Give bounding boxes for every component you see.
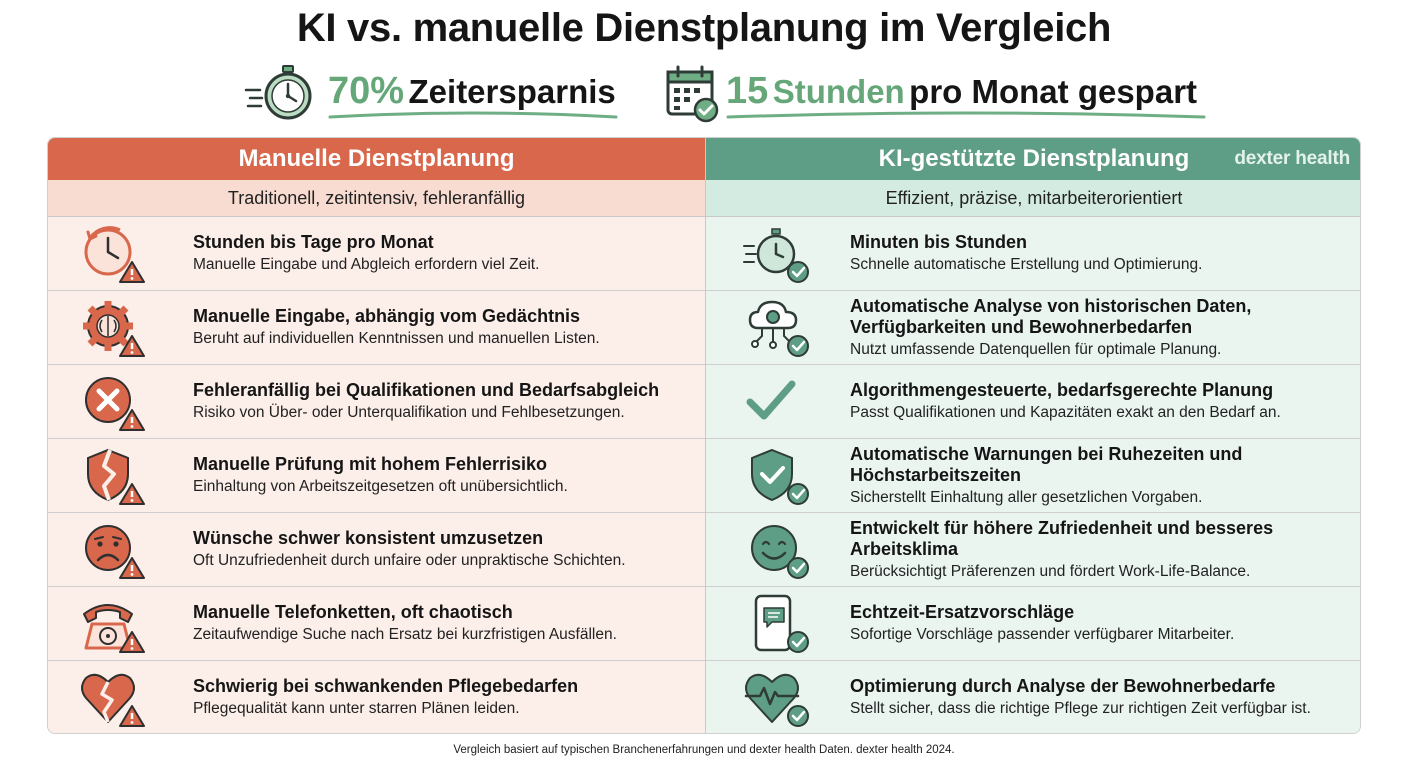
ai-subtitle: Effizient, präzise, mitarbeiterorientier… [706,180,1360,217]
manual-column: Manuelle Dienstplanung Traditionell, zei… [48,138,705,733]
row-title: Minuten bis Stunden [850,232,1027,252]
brain-gear-warning-icon [83,301,145,357]
row-description: Sofortige Vorschläge passender verfügbar… [850,626,1235,643]
row-title: Automatische Warnungen bei Ruhezeiten un… [850,443,1243,485]
row-title: Manuelle Telefonketten, oft chaotisch [193,602,513,622]
checkmark-icon [746,380,796,420]
table-row: Minuten bis Stunden Schnelle automatisch… [706,217,1360,291]
table-row: Automatische Warnungen bei Ruhezeiten un… [706,439,1360,513]
row-title: Manuelle Eingabe, abhängig vom Gedächtni… [193,306,581,326]
ai-heading-text: KI-gestützte Dienstplanung [878,145,1190,172]
row-title: Entwickelt für höhere Zufriedenheit und … [850,517,1274,559]
row-title: Fehleranfällig bei Qualifikationen und B… [193,380,660,400]
table-row: Automatische Analyse von historischen Da… [706,291,1360,365]
underline-decoration [328,111,618,119]
row-title: Echtzeit-Ersatzvorschläge [850,602,1075,622]
row-description: Stellt sicher, dass die richtige Pflege … [850,700,1311,717]
broken-heart-warning-icon [81,673,145,727]
manual-subtitle: Traditionell, zeitintensiv, fehleranfäll… [48,180,705,217]
manual-heading: Manuelle Dienstplanung [48,138,705,180]
table-row: Manuelle Prüfung mit hohem Fehlerrisiko … [48,439,705,513]
row-description: Pflegequalität kann unter starren Plänen… [193,700,520,717]
stat-label-accent: Stunden [772,73,905,110]
row-description: Oft Unzufriedenheit durch unfaire oder u… [193,552,626,569]
table-row: Entwickelt für höhere Zufriedenheit und … [706,513,1360,587]
footer-note: Vergleich basiert auf typischen Branchen… [453,744,955,756]
row-description: Manuelle Eingabe und Abgleich erfordern … [193,256,540,273]
row-title: Schwierig bei schwankenden Pflegebedarfe… [193,676,579,696]
cloud-gear-check-icon [748,300,809,357]
comparison-table: Manuelle Dienstplanung Traditionell, zei… [47,137,1361,734]
heart-pulse-check-icon [744,673,809,727]
x-circle-warning-icon [85,377,145,431]
underline-decoration [726,111,1206,119]
row-title: Manuelle Prüfung mit hohem Fehlerrisiko [193,454,548,474]
table-row: Manuelle Telefonketten, oft chaotisch Ze… [48,587,705,661]
row-description: Berücksichtigt Präferenzen und fördert W… [850,562,1251,580]
table-row: Stunden bis Tage pro Monat Manuelle Eing… [48,217,705,291]
calendar-check-icon [666,65,719,123]
table-row: Algorithmengesteuerte, bedarfsgerechte P… [706,365,1360,439]
row-title: Algorithmengesteuerte, bedarfsgerechte P… [850,380,1274,400]
row-description: Zeitaufwendige Suche nach Ersatz bei kur… [193,626,617,643]
stat-hours-saved: 15 Stunden pro Monat gespart [664,64,1209,124]
stat-time-savings: 70% Zeitersparnis [244,64,624,124]
telephone-warning-icon [83,604,145,653]
brand-logo-bold: dexter [1234,148,1291,169]
ai-column: KI-gestützte Dienstplanung dexter health… [705,138,1360,733]
stat-label: pro Monat gespart [909,73,1198,110]
row-description: Beruht auf individuellen Kenntnissen und… [193,330,600,347]
stopwatch-icon [244,65,312,120]
ai-heading: KI-gestützte Dienstplanung dexter health [706,138,1360,180]
broken-shield-warning-icon [87,448,145,505]
row-description: Passt Qualifikationen und Kapazitäten ex… [850,404,1281,421]
table-row: Wünsche schwer konsistent umzusetzen Oft… [48,513,705,587]
row-title: Wünsche schwer konsistent umzusetzen [193,528,544,548]
stat-value: 70% [328,70,405,112]
row-description: Risiko von Über- oder Unterqualifikation… [193,404,625,421]
table-row: Echtzeit-Ersatzvorschläge Sofortige Vors… [706,587,1360,661]
table-row: Fehleranfällig bei Qualifikationen und B… [48,365,705,439]
brand-logo: dexter health [1234,148,1350,170]
page-title: KI vs. manuelle Dienstplanung im Verglei… [296,6,1112,50]
table-row: Schwierig bei schwankenden Pflegebedarfe… [48,661,705,733]
row-title: Optimierung durch Analyse der Bewohnerbe… [850,676,1276,696]
stopwatch-check-icon [743,228,809,283]
row-description: Sicherstellt Einhaltung aller gesetzlich… [850,488,1203,506]
row-title: Stunden bis Tage pro Monat [193,232,434,252]
stat-label: Zeitersparnis [408,73,616,110]
smiley-check-icon [751,525,809,579]
brand-logo-rest: health [1290,148,1350,169]
smartphone-check-icon [754,594,809,653]
table-row: Optimierung durch Analyse der Bewohnerbe… [706,661,1360,733]
sad-face-warning-icon [85,525,145,579]
row-description: Nutzt umfassende Datenquellen für optima… [850,340,1222,358]
table-row: Manuelle Eingabe, abhängig vom Gedächtni… [48,291,705,365]
clock-warning-icon [84,226,145,283]
stat-value: 15 [726,70,769,112]
row-description: Einhaltung von Arbeitszeitgesetzen oft u… [193,478,568,495]
shield-check-icon [751,448,809,505]
row-title: Automatische Analyse von historischen Da… [850,295,1252,337]
row-description: Schnelle automatische Erstellung und Opt… [850,256,1203,273]
